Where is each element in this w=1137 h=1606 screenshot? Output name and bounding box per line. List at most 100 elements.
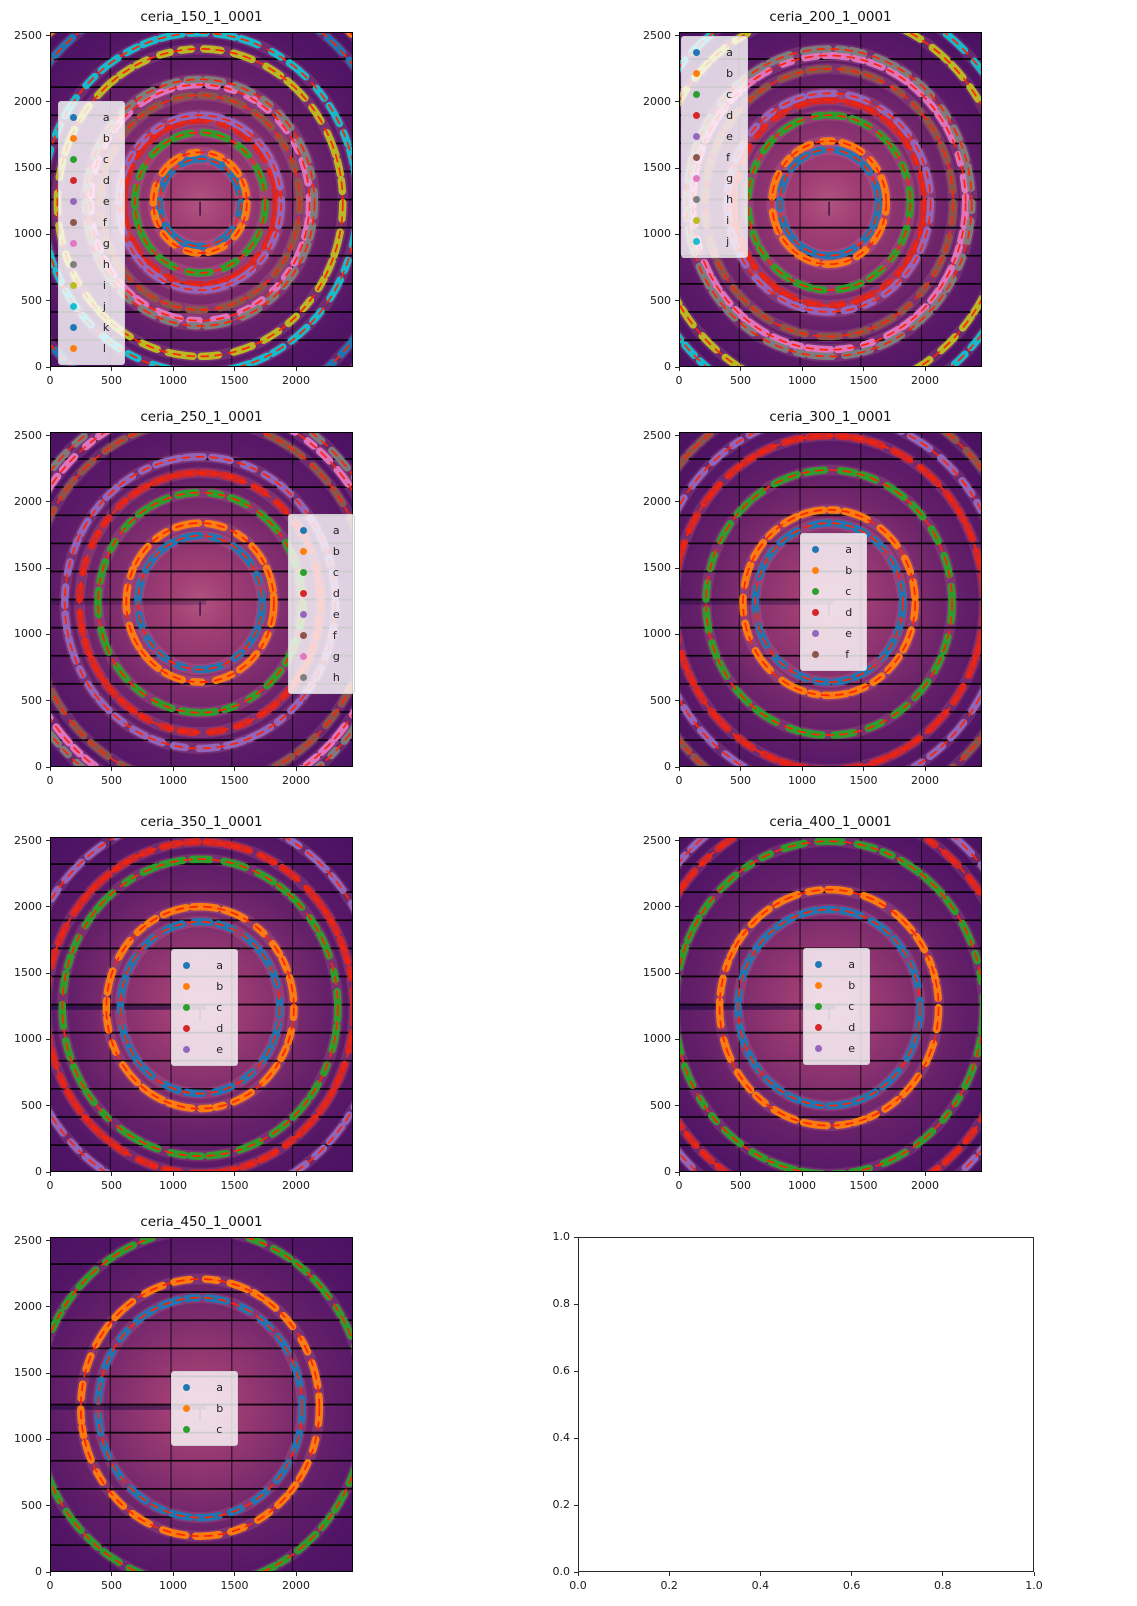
fit-circle-g [691,54,967,351]
y-tick-label: 1000 [14,1432,42,1446]
legend-marker-h [299,674,307,682]
legend-label: j [726,235,730,249]
x-tick-mark [759,1572,761,1576]
y-tick-label: 2500 [14,28,42,42]
x-tick-mark [801,1172,803,1176]
legend-label: i [102,278,106,292]
fit-circle-c [134,131,267,274]
x-tick-mark [234,1172,236,1176]
fit-circle-b [718,888,940,1127]
legend-marker-g [69,239,77,247]
x-tick-label: 1000 [159,1579,188,1592]
y-tick-mark [574,1437,578,1439]
x-tick-label: 1.0 [1025,1579,1043,1592]
fit-circle-h [84,78,316,327]
y-tick-label: 2000 [14,1299,42,1313]
legend-marker-e [183,1046,191,1054]
fit-circle-b [125,522,275,684]
legend-label: d [102,173,110,187]
legend-entry: d [812,602,852,623]
legend-entry: b [69,128,110,149]
fit-circle-d [122,119,278,286]
y-tick-mark [46,567,50,569]
legend-marker-e [299,611,307,619]
legend-label: a [102,110,110,124]
y-tick-label: 2500 [643,833,671,847]
y-tick-mark [46,700,50,702]
y-tick-label: 0 [664,1165,671,1178]
legend-label: k [102,320,110,334]
fit-circle-b [742,508,917,697]
y-tick-label: 500 [21,1098,42,1112]
legend-entry: h [299,667,340,688]
legend-entry: d [183,1018,223,1039]
legend-label: d [845,605,853,619]
x-tick-mark [942,1572,944,1576]
fit-circle-b [152,151,248,254]
legend-label: j [102,299,106,313]
y-tick-mark [675,300,679,302]
subplot-title: ceria_200_1_0001 [769,9,892,25]
x-tick-mark [49,767,51,771]
legend-entry: e [812,623,852,644]
legend-entry: e [693,126,733,147]
y-tick-mark [46,1372,50,1374]
y-tick-mark [46,1105,50,1107]
y-tick-label: 1000 [14,627,42,641]
legend-marker-e [812,629,820,637]
legend-entry: i [69,275,110,296]
fit-circles [679,32,982,367]
x-tick-label: 1500 [220,1179,249,1192]
x-tick-mark [678,1172,680,1176]
legend-label: a [332,524,340,538]
legend-entry: j [69,296,110,317]
y-tick-mark [46,366,50,368]
x-tick-mark [172,767,174,771]
legend-label: e [332,608,340,622]
x-tick-label: 1000 [788,774,817,787]
x-tick-mark [234,1572,236,1576]
legend-marker-c [299,569,307,577]
y-tick-label: 1500 [14,161,42,175]
beam-streak [50,1405,207,1410]
legend-marker-a [183,962,191,970]
x-tick-mark [295,767,297,771]
x-tick-label: 1500 [849,774,878,787]
legend-label: e [845,626,852,640]
y-tick-label: 1000 [643,627,671,641]
legend-label: g [726,172,734,186]
y-tick-mark [46,501,50,503]
x-tick-mark [678,767,680,771]
y-tick-label: 0 [35,1565,42,1578]
legend-entry: a [299,520,340,541]
legend-entry: c [183,997,223,1018]
y-tick-label: 2500 [643,28,671,42]
legend-entry: d [69,170,110,191]
legend-entry: g [693,168,733,189]
y-tick-label: 2000 [643,899,671,913]
y-tick-label: 2000 [14,94,42,108]
y-tick-label: 0 [35,760,42,773]
empty-axes [578,1237,1034,1572]
x-tick-mark [577,1572,579,1576]
legend-marker-f [299,632,307,640]
legend-entry: g [69,233,110,254]
x-tick-label: 2000 [911,774,940,787]
y-tick-mark [46,840,50,842]
y-tick-label: 1500 [14,966,42,980]
legend-label: a [845,542,852,556]
legend-marker-c [693,91,701,99]
legend-label: f [102,215,107,229]
legend-marker-b [299,548,307,556]
x-tick-mark [111,767,112,771]
legend-label: c [216,1001,223,1015]
legend-entry: a [693,42,733,63]
y-tick-mark [675,1038,679,1040]
x-tick-mark [234,767,236,771]
x-tick-label: 0.0 [569,1579,587,1592]
legend-entry: e [69,191,110,212]
legend-label: b [332,545,340,559]
legend-entry: a [815,954,855,975]
legend-label: d [726,109,734,123]
